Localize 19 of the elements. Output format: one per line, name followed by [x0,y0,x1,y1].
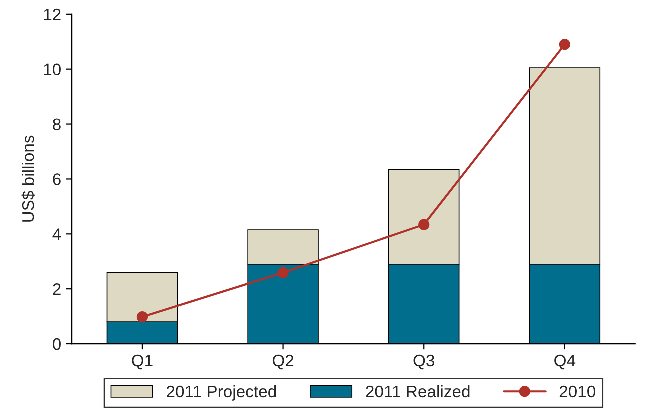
legend-label: 2011 Projected [167,385,276,401]
x-tick-label: Q2 [272,354,294,370]
legend-label: 2010 [560,386,596,398]
point [136,312,148,323]
y-tick-label: 0 [53,338,61,350]
x-tick-label: Q1 [132,354,153,370]
point [559,39,570,50]
point [278,267,289,278]
legend-label: 2011 Realized [366,385,470,398]
y-tick-label: 12 [44,8,61,20]
y-tick-label: 2 [53,283,61,296]
x-tick-label: Q3 [414,354,434,370]
point [418,219,430,230]
y-tick-label: 4 [52,228,62,240]
y-tick-label: 10 [44,64,61,76]
y-axis-title: US$ billions [22,136,36,222]
x-tick-label: Q4 [554,354,576,370]
y-tick-label: 8 [53,118,61,130]
y-tick-label: 6 [53,174,61,186]
